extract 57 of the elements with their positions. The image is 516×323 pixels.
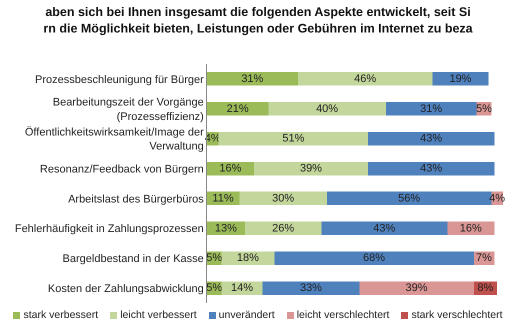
data-label: 33% <box>300 282 322 294</box>
data-label: 39% <box>300 162 322 175</box>
data-label: 51% <box>282 132 305 145</box>
bar <box>218 132 368 146</box>
y-tick-label: Fehlerhäufigkeit in Zahlungsprozessen <box>14 223 204 236</box>
y-tick-label: Kosten der Zahlungsabwicklung <box>48 282 204 295</box>
data-label: 19% <box>449 72 472 85</box>
y-tick-label: Öffentlichkeitswirksamkeit/Image der Verwaltung <box>24 125 204 153</box>
data-label: 31% <box>241 72 264 85</box>
y-tick-label: Bearbeitungszeit der Vorgänge (Prozesseffizienz) <box>52 96 204 123</box>
data-label: 16% <box>219 162 242 175</box>
legend-label: stark verschlechtert <box>411 309 503 321</box>
y-tick-label: Arbeitslast des Bürgerbüros <box>68 193 204 206</box>
bar <box>368 132 494 146</box>
data-label: 5% <box>206 252 222 264</box>
data-label: 16% <box>460 222 482 234</box>
data-label: 46% <box>354 72 376 85</box>
data-label: 43% <box>420 162 442 175</box>
y-tick-label: Prozessbeschleunigung für Bürger <box>35 74 204 86</box>
data-label: 43% <box>373 222 396 234</box>
data-label: 40% <box>316 102 338 115</box>
data-label: 7% <box>476 252 492 264</box>
bar <box>386 102 477 116</box>
data-label: 30% <box>272 192 294 204</box>
legend-label: leicht verbessert <box>120 309 197 321</box>
y-tick-label: Bargeldbestand in der Kasse <box>62 253 204 266</box>
data-label: 56% <box>398 192 420 204</box>
chart-title: aben sich bei Ihnen insgesamt die folgenden Aspekte entwickelt, seit Si rn die Möglichkeit bieten, Leistungen oder Gebühren im Internet zu beza <box>43 5 474 36</box>
data-label: 13% <box>214 222 238 234</box>
data-label: 8% <box>477 282 494 294</box>
data-label: 43% <box>420 132 442 145</box>
y-tick-label: Resonanz/Feedback von Bürgern <box>40 163 204 176</box>
data-label: 18% <box>236 252 260 264</box>
data-label: 5% <box>476 102 492 115</box>
data-label: 68% <box>362 252 386 264</box>
bar <box>298 72 433 86</box>
bar <box>262 281 360 295</box>
bar <box>268 102 386 116</box>
bar <box>207 102 269 116</box>
bar <box>207 72 298 86</box>
legend-label: unverändert <box>218 309 275 321</box>
bar <box>245 222 322 236</box>
data-label: 5% <box>206 282 222 294</box>
data-label: 21% <box>226 102 249 115</box>
data-label: 14% <box>231 282 254 294</box>
bar <box>359 281 474 295</box>
data-label: 26% <box>272 222 294 234</box>
data-label: 11% <box>212 192 234 204</box>
bar <box>239 192 328 206</box>
bar <box>274 251 474 265</box>
legend-label: leicht verschlechtert <box>296 309 390 321</box>
bar <box>254 162 368 176</box>
legend-label: stark verbessert <box>23 309 98 321</box>
bar <box>321 222 448 236</box>
data-label: 39% <box>405 282 428 294</box>
bar <box>368 162 494 176</box>
data-label: 31% <box>420 102 442 115</box>
